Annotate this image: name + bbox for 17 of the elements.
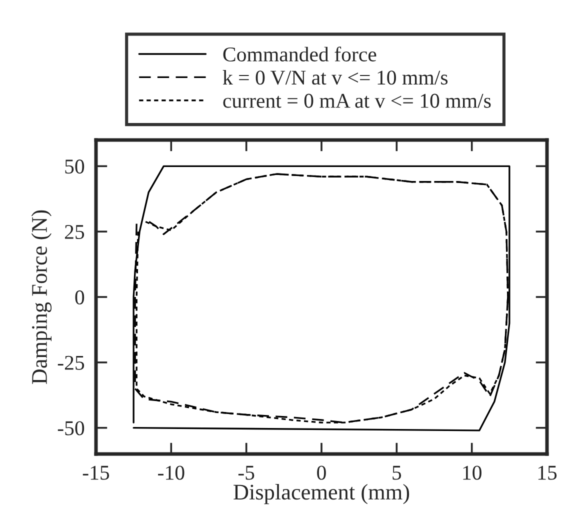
x-tick-label: 5: [392, 466, 402, 480]
y-tick-label: -50: [58, 421, 84, 436]
legend-label: Commanded force: [223, 46, 376, 62]
x-axis-title: Displacement (mm): [234, 484, 410, 504]
x-tick-label: -15: [82, 466, 110, 480]
y-tick-label: 0: [75, 290, 84, 304]
y-axis-title: Damping Force (N): [31, 210, 52, 384]
x-tick-label: -5: [238, 466, 254, 480]
y-tick-label: 25: [64, 225, 84, 240]
y-tick-label: -25: [58, 356, 84, 370]
x-tick-label: -10: [158, 466, 184, 480]
x-tick-label: 15: [538, 466, 557, 480]
legend-label: k = 0 V/N at v <= 10 mm/s: [222, 70, 448, 85]
y-tick-label: 50: [65, 160, 84, 174]
legend-label: current = 0 mA at v <= 10 mm/s: [223, 94, 491, 108]
x-tick-label: 10: [463, 466, 482, 480]
x-tick-label: 0: [317, 466, 326, 480]
